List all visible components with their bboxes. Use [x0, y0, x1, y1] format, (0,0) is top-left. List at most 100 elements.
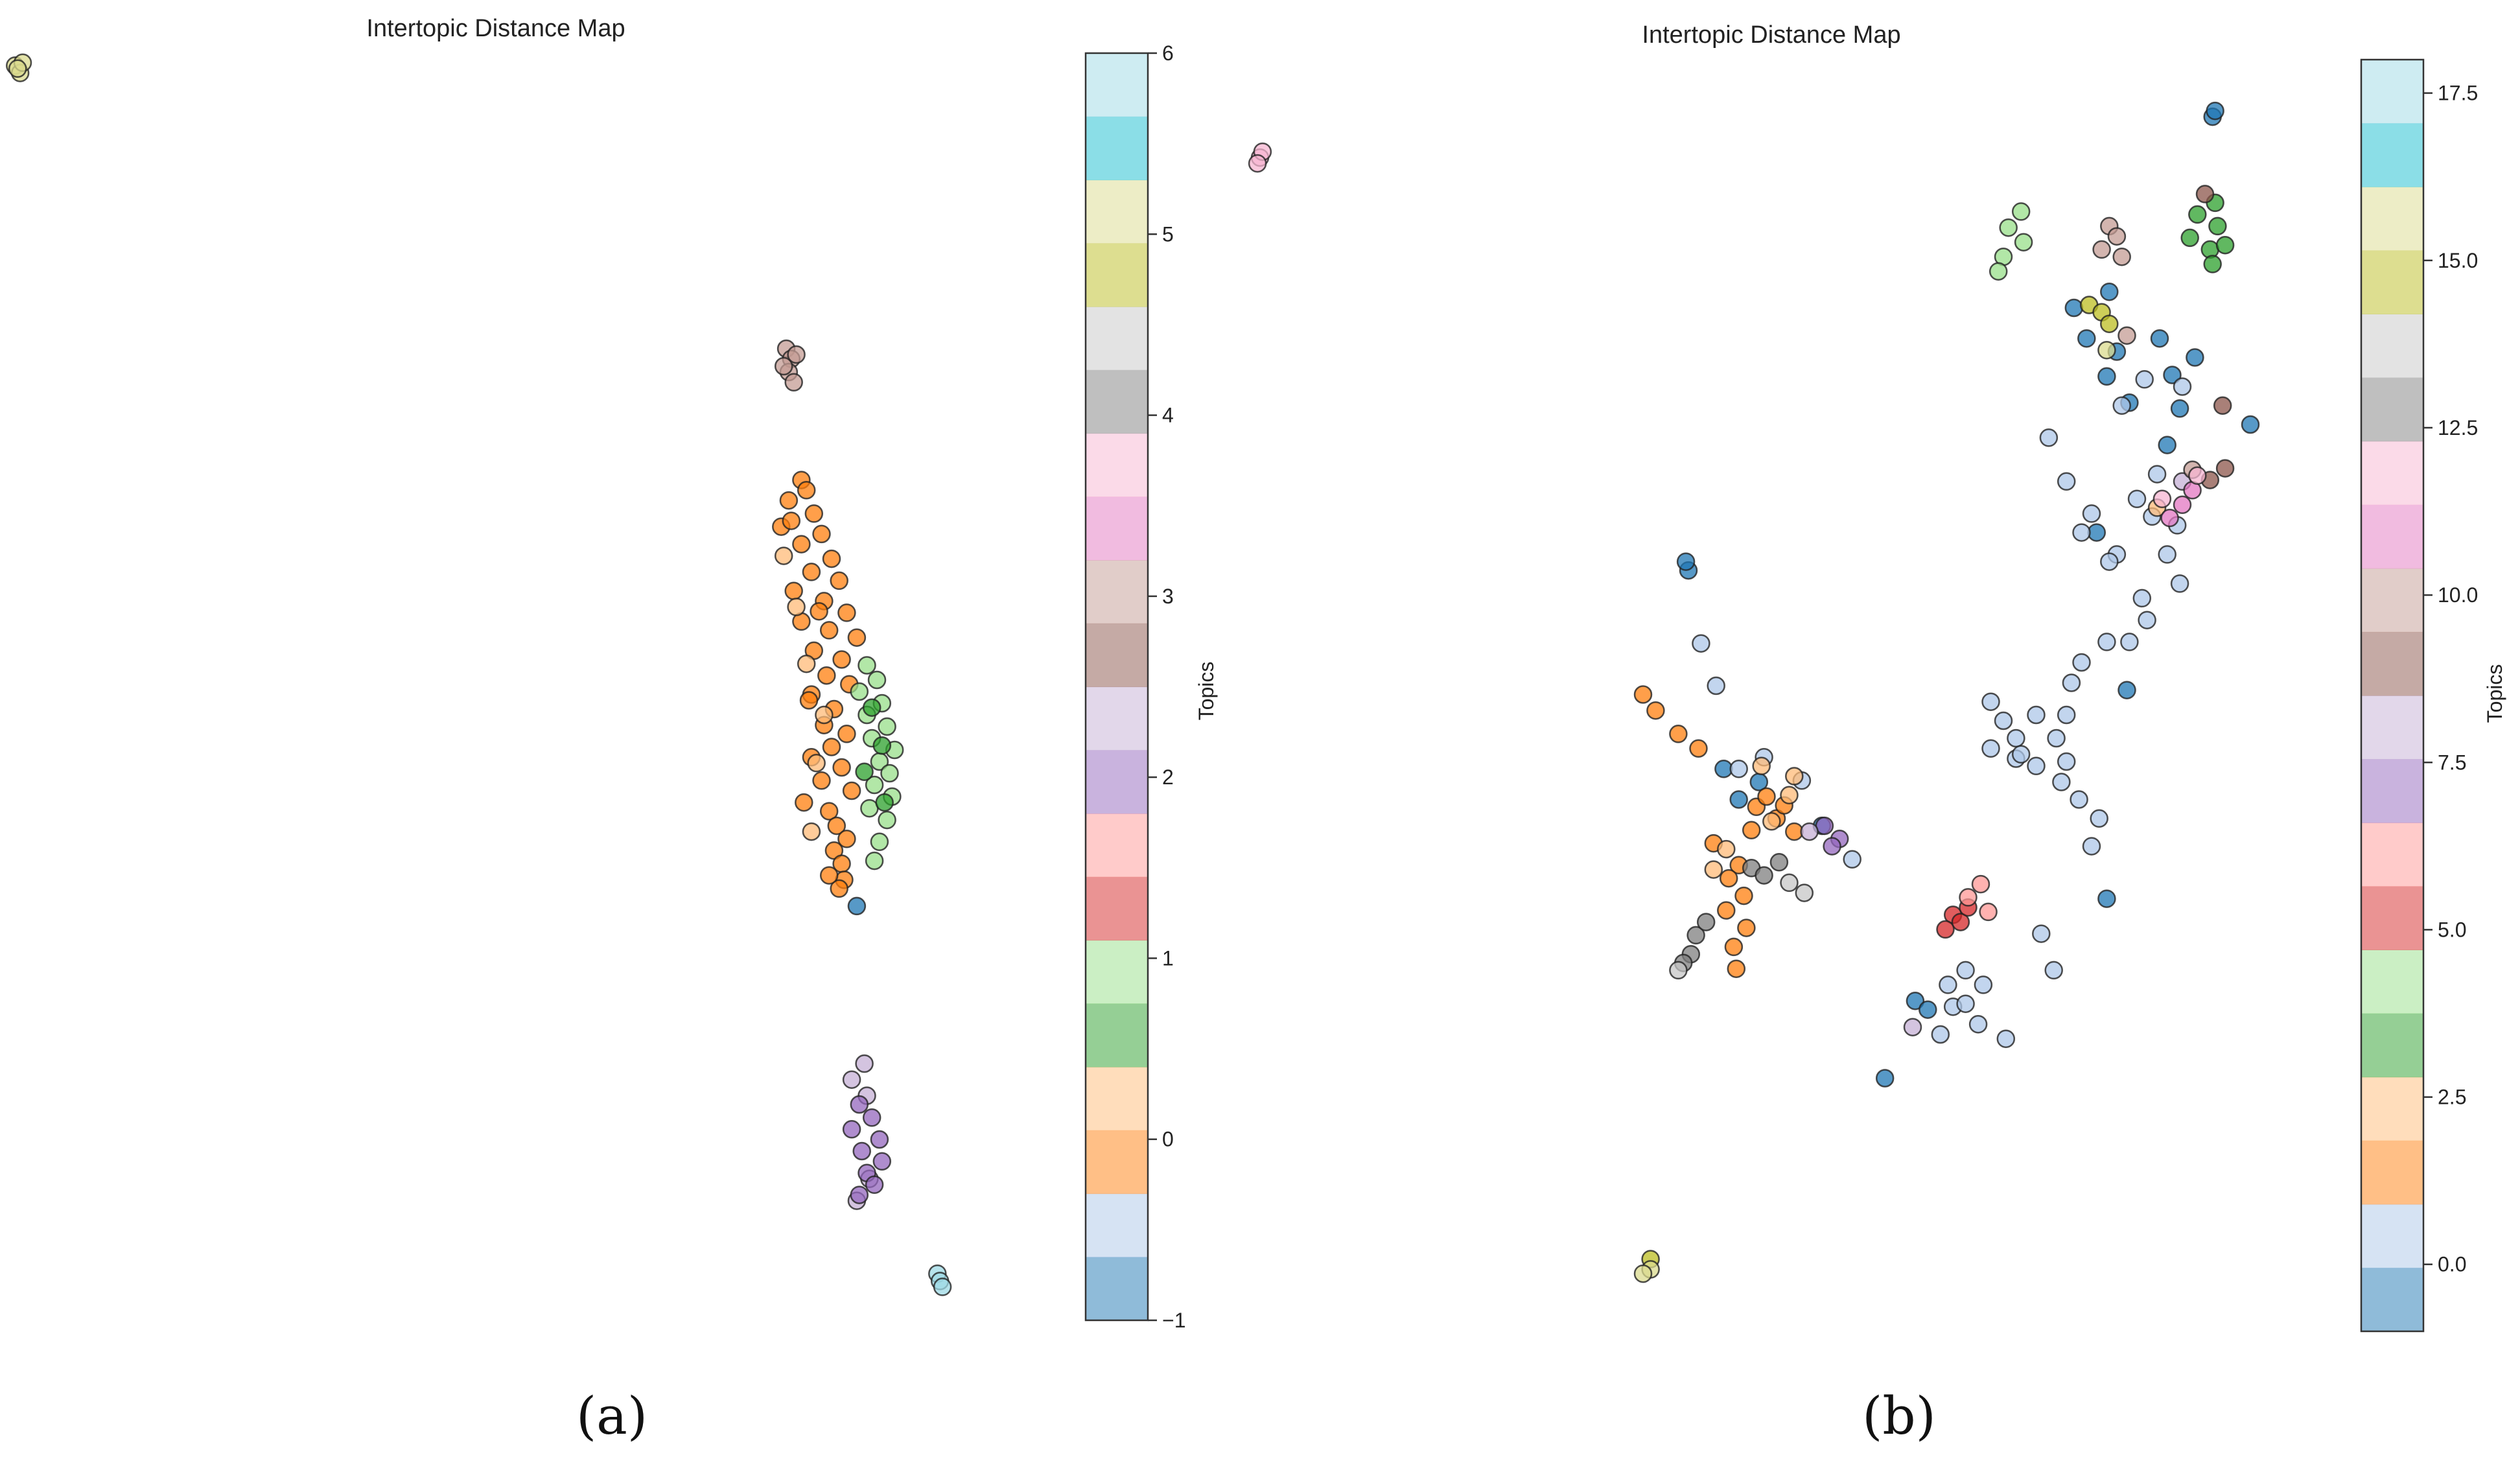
scatter-point [880, 764, 899, 783]
scatter-point [2100, 552, 2119, 571]
scatter-point [1248, 154, 1267, 173]
colorbar-tick-label: 2 [1162, 765, 1174, 789]
scatter-point [2203, 255, 2222, 274]
scatter-point [1704, 860, 1723, 879]
scatter-point [1800, 822, 1819, 841]
scatter-point [1994, 711, 2013, 730]
panel-a: Intertopic Distance Map −1 0 1 2 3 4 5 6 Topics… [6, 15, 1272, 1446]
scatter-point [933, 1278, 952, 1296]
scatter-point [1931, 1025, 1950, 1044]
scatter-point [842, 781, 861, 800]
scatter-point [787, 598, 806, 616]
scatter-point [1717, 901, 1736, 920]
colorbar-segment [2361, 1204, 2423, 1268]
scatter-point [2158, 545, 2176, 564]
scatter-point [804, 504, 824, 523]
panel-b: Intertopic Distance Map 0.0 2.5 5.0 7.5 10.0… [1633, 21, 2506, 1446]
scatter-point [812, 771, 831, 790]
scatter-point [802, 563, 821, 581]
scatter-point [1769, 853, 1789, 872]
colorbar-segment [1086, 243, 1148, 307]
scatter-point [2160, 508, 2179, 528]
scatter-point [842, 1120, 861, 1139]
scatter-point [1707, 676, 1725, 695]
scatter-point [2135, 370, 2154, 389]
chart-title-b: Intertopic Distance Map [1642, 21, 1900, 49]
scatter-point [2082, 504, 2101, 523]
scatter-point [2014, 233, 2033, 251]
scatter-point [1875, 1069, 1895, 1088]
scatter-point [815, 705, 834, 725]
scatter-point [2173, 495, 2192, 515]
scatter-point [1903, 1018, 1922, 1036]
scatter-point [875, 793, 894, 812]
colorbar-segment [1086, 560, 1148, 624]
scatter-point [865, 775, 884, 795]
scatter-point [2170, 399, 2189, 418]
scatter-point [1762, 812, 1781, 831]
scatter-point [2112, 396, 2131, 415]
colorbar-tick-label: 0 [1162, 1128, 1174, 1151]
colorbar-segment [1086, 813, 1148, 878]
colorbar-segment [2361, 1140, 2423, 1205]
scatter-point [2118, 681, 2136, 699]
colorbar-segment [2361, 314, 2423, 379]
scatter-point [1696, 913, 1716, 931]
scatter-point [2062, 673, 2081, 692]
scatter-point [865, 1175, 884, 1195]
colorbar-tick-label: 1 [1162, 946, 1174, 970]
scatter-point [2206, 101, 2224, 121]
scatter-point [1727, 959, 1746, 978]
scatter-point [1742, 821, 1761, 840]
colorbar-tick-label: 7.5 [2438, 751, 2466, 774]
scatter-point [1752, 756, 1771, 776]
colorbar-segment [1086, 180, 1148, 244]
scatter-point [2147, 465, 2167, 484]
colorbar-segment [1086, 940, 1148, 1004]
scatter-point [2072, 653, 2091, 672]
scatter-point [1999, 218, 2018, 237]
scatter-point [1729, 790, 1748, 809]
scatter-point [1959, 888, 1978, 907]
colorbar-segment [2361, 823, 2423, 887]
colorbar-segment [1086, 1257, 1148, 1321]
scatter-point [2127, 489, 2147, 509]
scatter-point [2138, 611, 2156, 629]
scatter-point [1823, 837, 1841, 856]
colorbar-label-b: Topics [2483, 664, 2506, 723]
scatter-point [1633, 1264, 1653, 1283]
scatter-point [2072, 523, 2091, 542]
scatter-point [1646, 701, 1665, 720]
scatter-point [2057, 705, 2076, 725]
scatter-point [2070, 790, 2088, 809]
scatter-point [819, 802, 839, 821]
scatter-point [1795, 883, 1814, 902]
scatter-point [837, 725, 856, 743]
scatter-point [830, 571, 848, 590]
scatter-point [1981, 692, 2000, 711]
scatter-point [2213, 396, 2232, 415]
scatter-point [2044, 961, 2063, 980]
colorbar-segment [1086, 1067, 1148, 1131]
scatter-point [2097, 889, 2116, 908]
scatter-point [1780, 873, 1799, 893]
scatter-point [1968, 1014, 1988, 1034]
scatter-point [822, 549, 841, 568]
scatter-point [1996, 1029, 2016, 1048]
scatter-point [799, 691, 819, 710]
scatter-point [847, 628, 867, 647]
colorbar-segment [1086, 116, 1148, 181]
scatter-point [2007, 729, 2025, 748]
scatter-point [2057, 752, 2076, 771]
scatter-point [2032, 924, 2051, 943]
scatter-point [878, 810, 896, 830]
colorbar-tick-label: 3 [1162, 585, 1174, 608]
colorbar-outline [1084, 52, 1149, 1322]
colorbar-tick-label: 17.5 [2438, 82, 2478, 105]
colorbar-tick-label: 10.0 [2438, 583, 2478, 607]
colorbar-tick-label: 2.5 [2438, 1086, 2466, 1109]
scatter-point [1686, 926, 1705, 945]
scatter-point [819, 621, 839, 640]
scatter-point [1956, 994, 1975, 1013]
colorbar-segment [2361, 377, 2423, 442]
